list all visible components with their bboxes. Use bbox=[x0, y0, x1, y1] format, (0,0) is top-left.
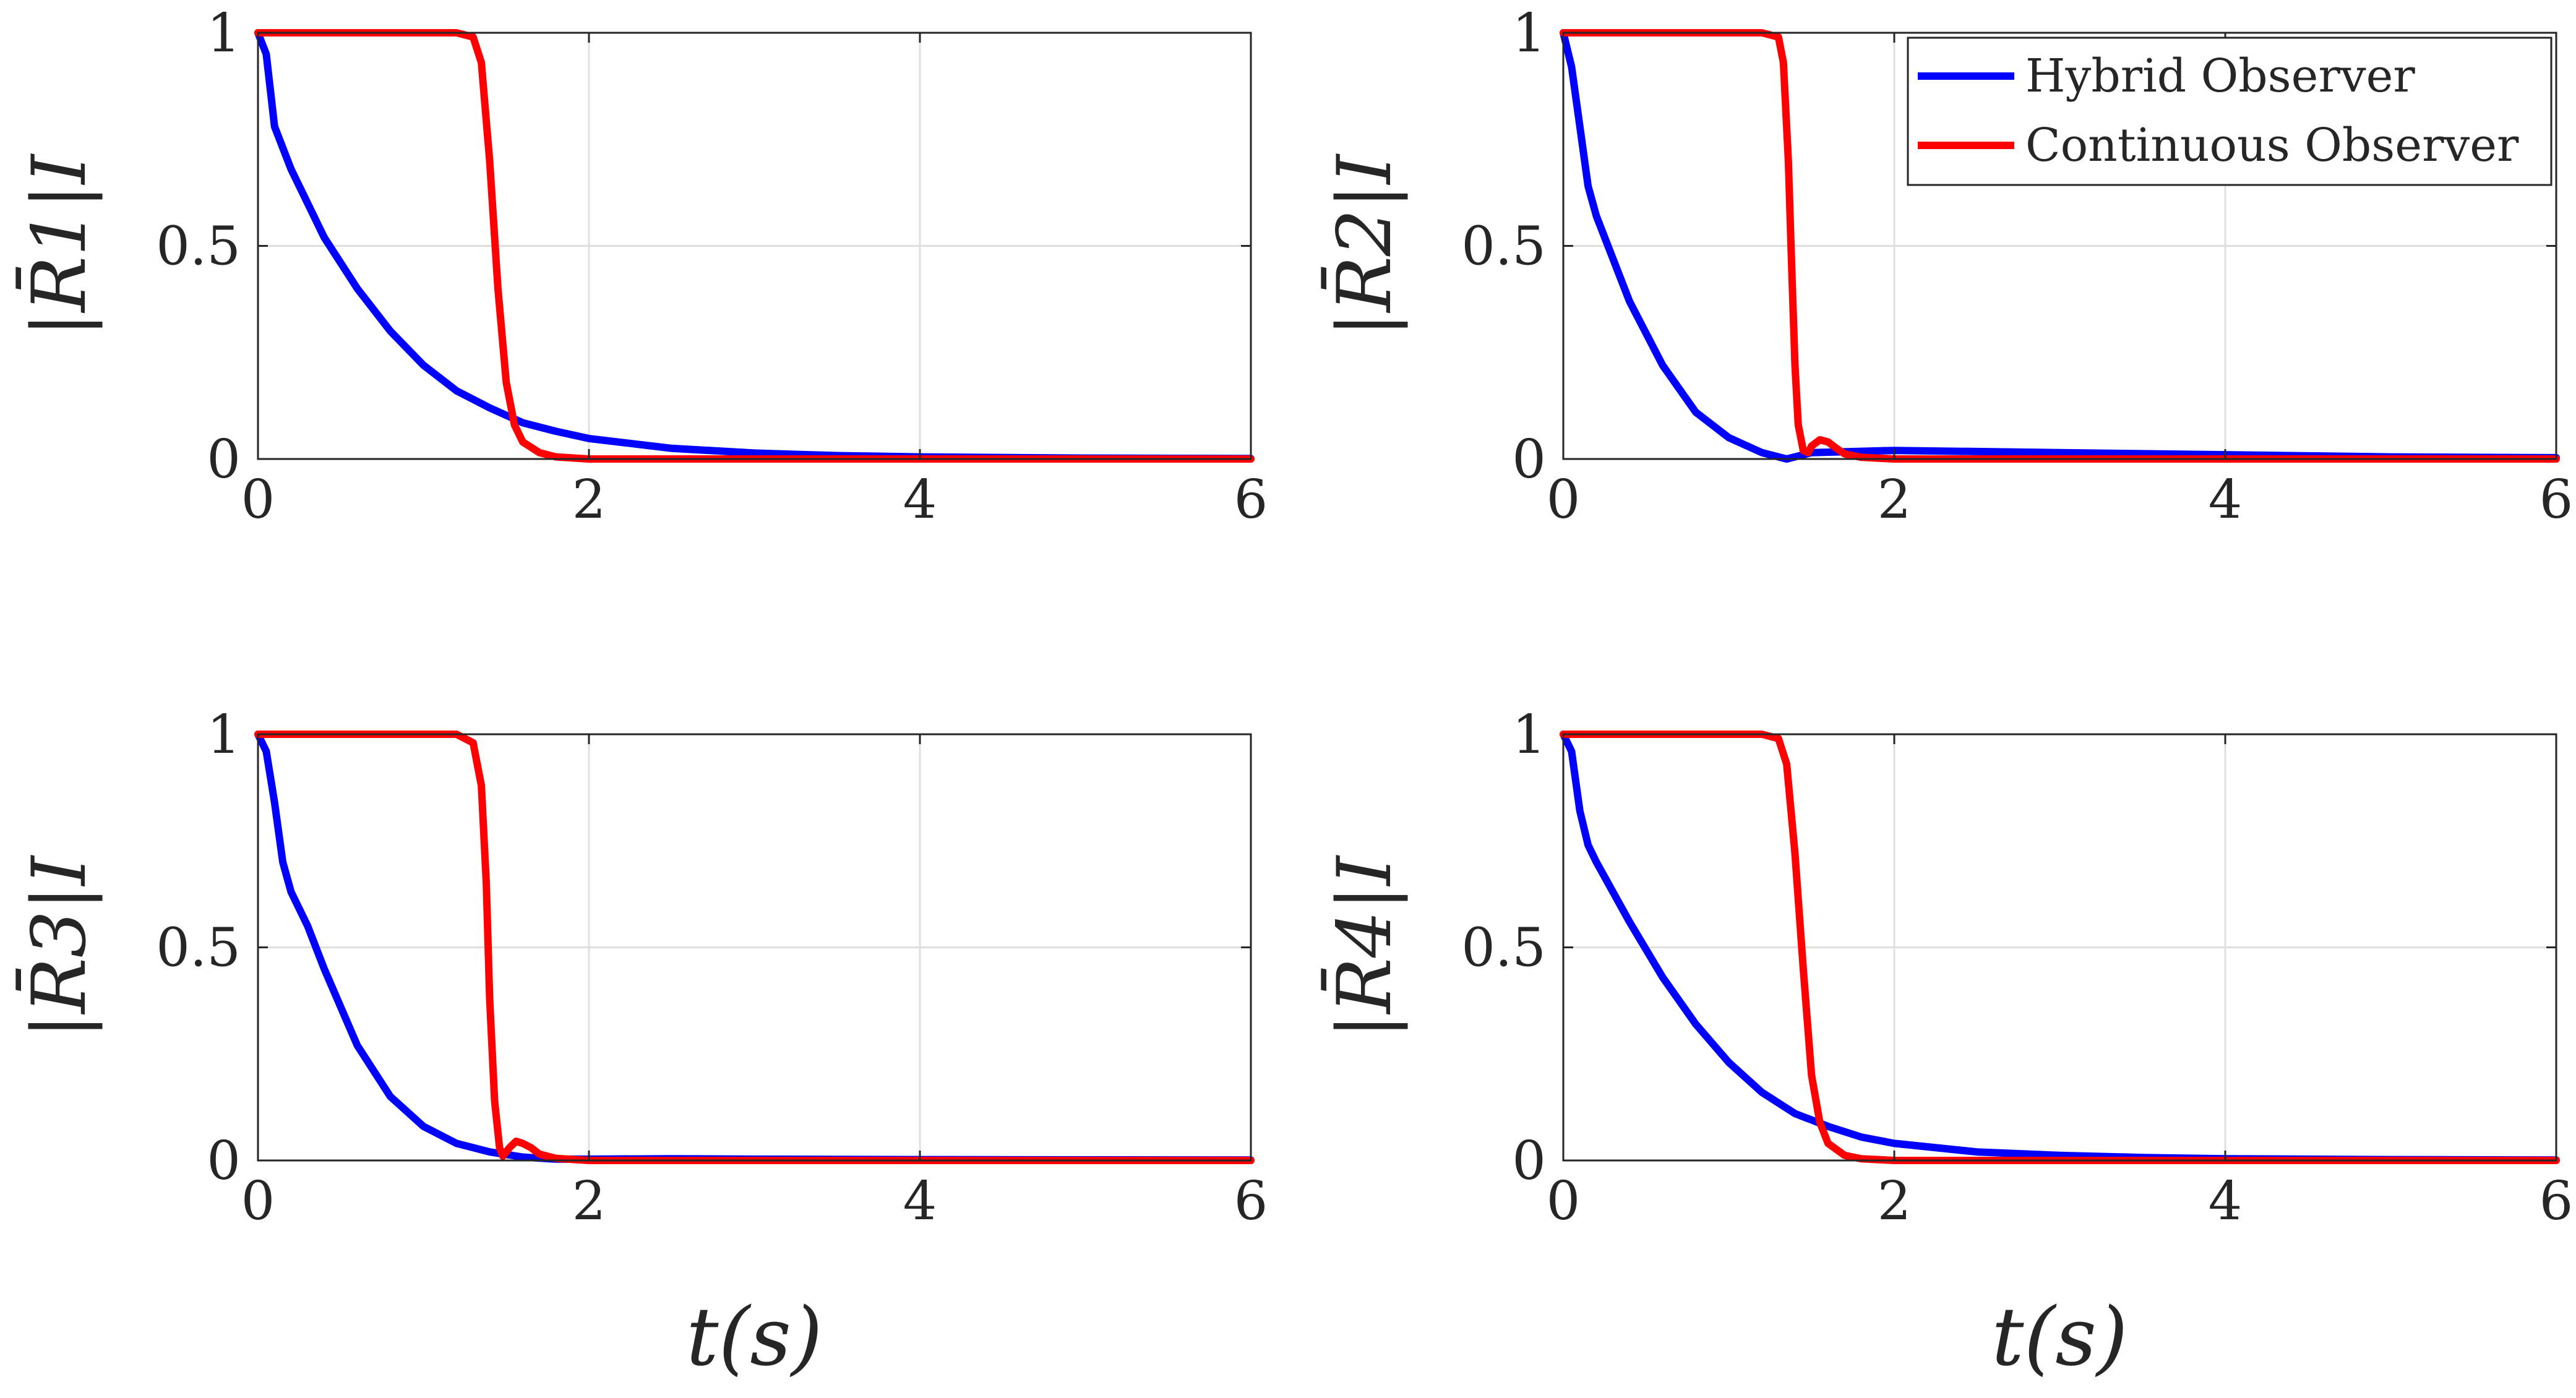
legend-label: Continuous Observer bbox=[2025, 119, 2519, 172]
y-axis-label: |R̄2|I bbox=[1321, 153, 1408, 337]
x-tick-label: 6 bbox=[1234, 469, 1268, 531]
x-tick-label: 0 bbox=[1547, 1170, 1581, 1232]
y-tick-label: 0.5 bbox=[156, 917, 241, 979]
x-tick-label: 2 bbox=[572, 1170, 606, 1232]
y-tick-label: 0.5 bbox=[156, 216, 241, 278]
y-tick-label: 0.5 bbox=[1461, 917, 1546, 979]
x-tick-label: 4 bbox=[2209, 469, 2243, 531]
y-axis-label: |R̄4|I bbox=[1321, 854, 1408, 1039]
subplot-1: 0 2 4 6 0 0.5 1 |R̄1|I bbox=[15, 2, 1268, 531]
subplot-2: 0 2 4 6 0 0.5 1 |R̄2|I Hybrid Observer Continuous… bbox=[1321, 2, 2573, 531]
x-tick-label: 6 bbox=[2540, 1170, 2574, 1232]
y-tick-label: 0 bbox=[207, 429, 241, 491]
y-tick-label: 0 bbox=[1512, 1130, 1546, 1192]
y-tick-label: 1 bbox=[1512, 704, 1546, 766]
x-axis-label: t(s) bbox=[686, 1290, 822, 1384]
x-tick-label: 2 bbox=[1878, 1170, 1912, 1232]
y-axis-label: |R̄3|I bbox=[15, 854, 103, 1039]
y-tick-label: 1 bbox=[207, 2, 241, 64]
x-tick-label: 6 bbox=[1234, 1170, 1268, 1232]
x-tick-label: 0 bbox=[1547, 469, 1581, 531]
y-tick-label: 1 bbox=[1512, 2, 1546, 64]
x-tick-label: 2 bbox=[1878, 469, 1912, 531]
x-tick-label: 4 bbox=[2209, 1170, 2243, 1232]
legend-box bbox=[1907, 36, 2552, 186]
x-tick-label: 6 bbox=[2540, 469, 2574, 531]
x-tick-label: 4 bbox=[903, 469, 937, 531]
series-line-continuous-observer bbox=[1560, 29, 2560, 463]
legend: Hybrid Observer Continuous Observer bbox=[1907, 36, 2552, 186]
x-axis-label: t(s) bbox=[1991, 1290, 2127, 1384]
x-tick-label: 4 bbox=[903, 1170, 937, 1232]
y-tick-label: 0 bbox=[207, 1130, 241, 1192]
x-tick-label: 2 bbox=[572, 469, 606, 531]
y-tick-label: 0 bbox=[1512, 429, 1546, 491]
y-tick-label: 0.5 bbox=[1461, 216, 1546, 278]
subplot-4: 0 2 4 6 0 0.5 1 |R̄4|I t(s) bbox=[1321, 704, 2573, 1384]
legend-label: Hybrid Observer bbox=[2025, 49, 2415, 103]
y-tick-label: 1 bbox=[207, 704, 241, 766]
x-tick-label: 0 bbox=[241, 1170, 275, 1232]
series-line-hybrid-observer bbox=[1560, 29, 2560, 463]
x-tick-label: 0 bbox=[241, 469, 275, 531]
series-line-continuous-observer bbox=[254, 731, 1255, 1164]
subplot-3: 0 2 4 6 0 0.5 1 |R̄3|I t(s) bbox=[15, 704, 1268, 1384]
y-axis-label: |R̄1|I bbox=[15, 153, 103, 337]
